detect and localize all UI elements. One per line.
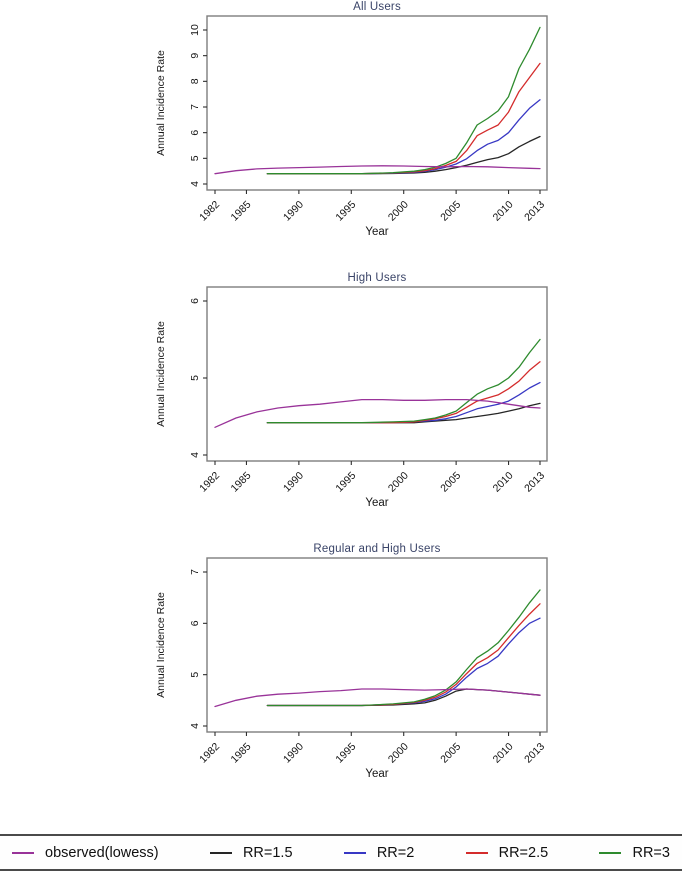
svg-text:2013: 2013 [522,199,547,224]
svg-text:1985: 1985 [229,199,254,224]
panel-high-users: 1982 1985 1990 1995 2000 2005 2010 2013 4 5 6 High… [0,271,682,542]
svg-text:8: 8 [189,78,201,84]
panel-all-users: 1982 1985 1990 1995 2000 2005 2010 2013 4 5 6 7 8 9 10… [0,0,682,271]
svg-text:1990: 1990 [281,470,306,495]
svg-text:1982: 1982 [197,741,222,766]
panel-regular-high-users: 1982 1985 1990 1995 2000 2005 2010 2013 4 5 6 7 Reg… [0,542,682,813]
legend-item-rr25: RR=2.5 [465,844,549,861]
chart-title-all-users: All Users [353,1,401,13]
svg-text:2010: 2010 [491,470,516,495]
svg-text:2010: 2010 [491,199,516,224]
svg-text:1995: 1995 [333,199,358,224]
svg-text:2005: 2005 [438,470,463,495]
legend-item-rr15: RR=1.5 [209,844,293,861]
legend-label: RR=3 [632,844,670,861]
y-axis-label: Annual Incidence Rate [155,50,167,156]
svg-text:1995: 1995 [333,470,358,495]
svg-text:1995: 1995 [333,741,358,766]
svg-text:6: 6 [189,620,201,626]
legend-item-rr3: RR=3 [599,844,670,861]
svg-text:4: 4 [189,181,201,187]
legend-label: RR=1.5 [242,844,293,861]
svg-text:7: 7 [189,569,201,575]
x-axis-label: Year [365,768,389,780]
svg-text:5: 5 [189,672,201,678]
svg-text:2005: 2005 [438,199,463,224]
svg-text:1985: 1985 [229,470,254,495]
svg-text:9: 9 [189,53,201,59]
legend-item-observed: observed(lowess) [12,845,159,861]
svg-text:1982: 1982 [197,470,222,495]
svg-text:2013: 2013 [522,741,547,766]
rr3-line-swatch [599,851,622,854]
svg-text:4: 4 [189,723,201,729]
x-axis-label: Year [365,497,389,509]
svg-text:6: 6 [189,130,201,136]
legend-label: observed(lowess) [45,844,159,861]
chart-title-high-users: High Users [347,272,407,284]
x-axis-label: Year [365,226,389,238]
svg-text:10: 10 [189,24,201,36]
svg-text:1990: 1990 [281,199,306,224]
y-axis-label: Annual Incidence Rate [155,321,167,427]
plot-high-users: 1982 1985 1990 1995 2000 2005 2010 2013 4 5 6 [189,286,548,495]
svg-text:2013: 2013 [522,470,547,495]
svg-text:1982: 1982 [197,199,222,224]
svg-text:6: 6 [189,298,201,304]
observed-line-swatch [12,851,34,854]
svg-text:1985: 1985 [229,741,254,766]
svg-text:2000: 2000 [386,470,411,495]
legend-label: RR=2 [376,844,415,861]
svg-text:5: 5 [189,375,201,381]
svg-text:7: 7 [189,104,201,110]
rr2-line-swatch [343,851,366,854]
rr15-line-swatch [209,851,232,854]
plot-all-users: 1982 1985 1990 1995 2000 2005 2010 2013 4 5 6 7 8 9 10 [189,15,548,224]
svg-text:4: 4 [189,452,201,458]
svg-text:2000: 2000 [386,741,411,766]
svg-text:2010: 2010 [491,741,516,766]
legend-item-rr2: RR=2 [343,844,415,861]
chart-title-regular-high-users: Regular and High Users [313,543,441,555]
y-axis-label: Annual Incidence Rate [155,592,167,698]
plot-regular-high-users: 1982 1985 1990 1995 2000 2005 2010 2013 4 5 6 7 [189,557,548,766]
rr25-line-swatch [465,851,488,854]
legend-label: RR=2.5 [498,844,549,861]
svg-text:2000: 2000 [386,199,411,224]
svg-text:5: 5 [189,155,201,161]
svg-text:1990: 1990 [281,741,306,766]
legend: observed(lowess) RR=1.5 RR=2 RR=2.5 RR=3 [0,834,682,871]
svg-text:2005: 2005 [438,741,463,766]
